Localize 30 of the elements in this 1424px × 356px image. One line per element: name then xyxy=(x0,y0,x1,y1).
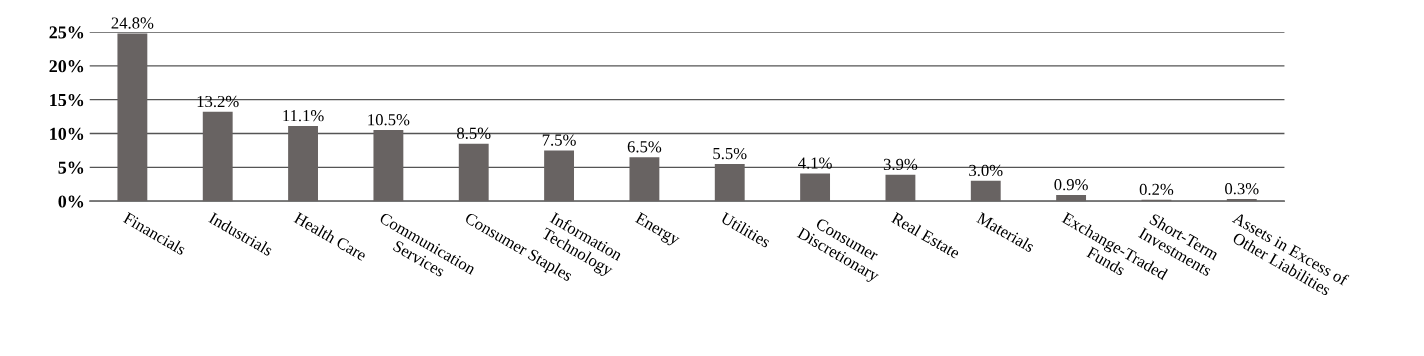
y-tick-label: 20% xyxy=(49,60,84,73)
data-label: 0.9% xyxy=(1054,179,1088,191)
data-label: 11.1% xyxy=(283,110,324,122)
bar xyxy=(800,173,831,202)
data-label: 10.5% xyxy=(368,114,410,126)
bar xyxy=(373,130,404,202)
data-label: 0.2% xyxy=(1139,183,1174,196)
bar xyxy=(288,126,318,202)
y-tick-label: 0% xyxy=(58,195,84,208)
bar xyxy=(202,111,233,202)
data-label: 3.0% xyxy=(969,164,1003,177)
y-tick-label: 25% xyxy=(49,26,84,39)
bar xyxy=(885,174,916,202)
bar xyxy=(629,157,660,202)
bar xyxy=(714,163,745,202)
bar xyxy=(117,33,148,202)
bar xyxy=(544,150,575,202)
y-tick-label: 5% xyxy=(58,161,84,174)
data-label: 24.8% xyxy=(111,17,154,29)
data-label: 7.5% xyxy=(542,134,576,146)
bar xyxy=(458,143,489,202)
y-tick-label: 15% xyxy=(50,93,84,107)
y-tick-label: 10% xyxy=(50,127,84,140)
data-label: 4.1% xyxy=(798,157,832,169)
bar xyxy=(970,180,1001,202)
data-label: 5.5% xyxy=(713,147,747,160)
bar xyxy=(1056,195,1087,202)
data-label: 6.5% xyxy=(627,141,662,153)
data-label: 0.3% xyxy=(1225,183,1259,195)
bar xyxy=(1226,199,1257,202)
